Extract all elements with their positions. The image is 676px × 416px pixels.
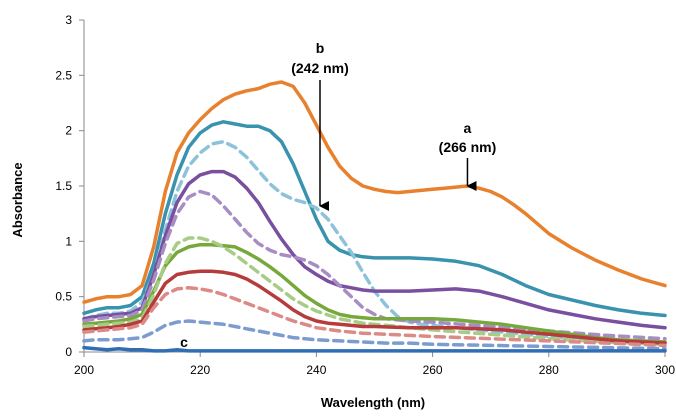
y-tick-label: 0.5 — [55, 290, 72, 304]
x-tick-label: 280 — [539, 363, 559, 377]
series-line-1 — [82, 80, 667, 304]
x-tick-label: 240 — [306, 363, 326, 377]
y-axis-title: Absorbance — [10, 162, 25, 237]
series-line-4 — [82, 169, 667, 330]
y-tick-label: 2.5 — [55, 68, 72, 82]
x-tick-label: 260 — [423, 363, 443, 377]
chart-axes: 0 0.5 1 1.5 2 2.5 3 200 220 240 260 280 300 — [55, 13, 675, 377]
annotation-b-label: b — [316, 40, 325, 56]
series-line-8 — [82, 269, 667, 345]
series-line-10 — [82, 319, 667, 351]
annotation-b-wavelength: (242 nm) — [291, 60, 349, 76]
x-axis-title: Wavelength (nm) — [321, 395, 425, 410]
series-line-11 — [82, 345, 667, 353]
annotation-a-wavelength: (266 nm) — [439, 139, 497, 155]
y-tick-label: 3 — [65, 13, 72, 27]
series-line-2 — [82, 120, 667, 318]
y-tick-label: 1.5 — [55, 179, 72, 193]
x-tick-label: 300 — [655, 363, 675, 377]
annotation-c-label: c — [180, 334, 188, 350]
x-tick-label: 200 — [74, 363, 94, 377]
x-tick-label: 220 — [190, 363, 210, 377]
annotation-a-label: a — [464, 120, 472, 136]
y-tick-label: 0 — [65, 345, 72, 359]
series-line-9 — [82, 286, 667, 348]
y-tick-label: 2 — [65, 124, 72, 138]
y-tick-label: 1 — [65, 234, 72, 248]
chart-annotations: a (266 nm) b (242 nm) c — [180, 40, 496, 350]
chart-series-group — [82, 80, 667, 353]
